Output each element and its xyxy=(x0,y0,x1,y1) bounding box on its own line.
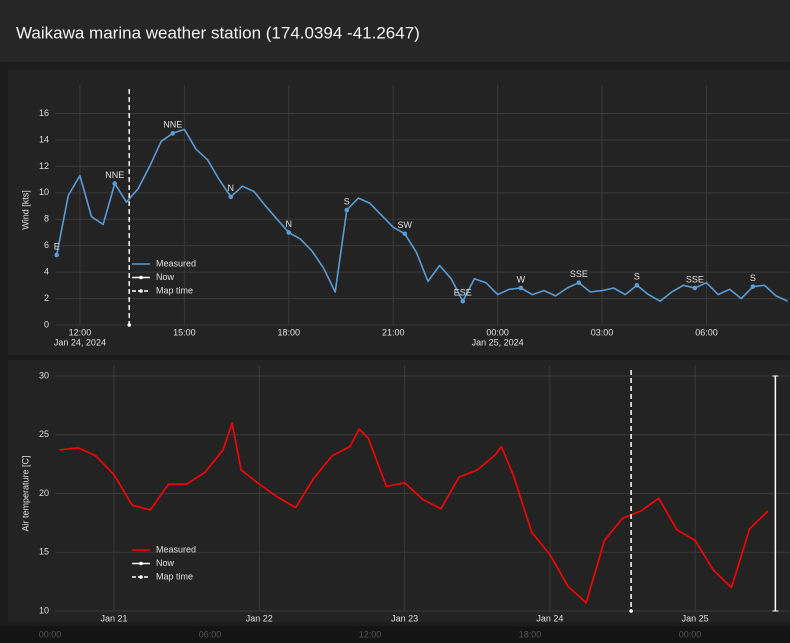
direction-label: SSE xyxy=(570,269,588,279)
legend-label: Measured xyxy=(156,258,196,268)
direction-label: S xyxy=(750,273,756,283)
direction-marker xyxy=(460,298,466,304)
x-tick-date: Jan 25, 2024 xyxy=(472,337,524,347)
direction-marker xyxy=(692,285,698,291)
direction-label: S xyxy=(634,272,640,282)
y-axis-title: Wind [kts] xyxy=(20,190,30,230)
header-bar xyxy=(0,0,790,62)
direction-marker xyxy=(286,230,292,235)
x-tick-label: Jan 23 xyxy=(391,613,418,623)
legend-label: Measured xyxy=(156,544,196,554)
y-tick-label: 10 xyxy=(39,605,49,615)
footer-tick: 00:00 xyxy=(679,629,702,639)
x-tick-label: 15:00 xyxy=(173,327,196,337)
direction-marker xyxy=(228,194,234,200)
direction-marker xyxy=(518,285,524,291)
footer-bar xyxy=(0,626,790,643)
footer-tick: 18:00 xyxy=(519,629,542,639)
direction-marker xyxy=(54,252,60,258)
x-tick-label: Jan 24 xyxy=(536,613,563,623)
y-tick-label: 10 xyxy=(39,187,49,197)
x-tick-label: 03:00 xyxy=(591,327,614,337)
direction-label: E xyxy=(54,241,60,251)
x-tick-label: 06:00 xyxy=(695,327,718,337)
footer-tick: 00:00 xyxy=(39,629,62,639)
data-line xyxy=(59,422,769,604)
y-tick-label: 2 xyxy=(44,293,49,303)
direction-marker xyxy=(112,181,118,186)
temperature-panel xyxy=(8,360,790,622)
legend-dot xyxy=(139,289,143,293)
y-tick-label: 14 xyxy=(39,134,49,144)
direction-marker xyxy=(344,207,350,213)
y-tick-label: 20 xyxy=(39,488,49,498)
direction-label: ESE xyxy=(454,288,472,298)
x-tick-label: Jan 21 xyxy=(101,613,128,623)
y-tick-label: 25 xyxy=(39,429,49,439)
direction-label: NNE xyxy=(105,170,124,180)
page-title: Waikawa marina weather station (174.0394… xyxy=(16,23,420,42)
direction-marker xyxy=(170,131,176,136)
direction-marker xyxy=(576,280,582,286)
x-tick-label: 21:00 xyxy=(382,327,405,337)
footer-tick: 12:00 xyxy=(359,629,382,639)
direction-marker xyxy=(634,283,640,288)
y-axis-title: Air temperature [C] xyxy=(20,455,30,531)
legend-label: Now xyxy=(156,272,175,282)
legend-dot xyxy=(139,575,143,579)
y-tick-label: 30 xyxy=(39,370,49,380)
map-time-marker xyxy=(127,323,132,327)
x-tick-label: 00:00 xyxy=(486,327,509,337)
x-tick-date: Jan 24, 2024 xyxy=(54,337,106,347)
direction-marker xyxy=(750,284,756,289)
x-tick-label: 12:00 xyxy=(69,327,92,337)
legend-label: Map time xyxy=(156,571,193,581)
y-tick-label: 16 xyxy=(39,108,49,118)
footer-tick: 06:00 xyxy=(199,629,222,639)
direction-label: SW xyxy=(398,220,413,230)
data-line xyxy=(55,128,789,302)
y-tick-label: 8 xyxy=(44,214,49,224)
direction-label: W xyxy=(517,274,526,284)
legend-dot xyxy=(139,275,143,280)
y-tick-label: 6 xyxy=(44,240,49,250)
y-tick-label: 12 xyxy=(39,161,49,171)
legend-dot xyxy=(139,561,143,566)
direction-label: N xyxy=(286,219,293,229)
wind-panel xyxy=(8,70,790,355)
direction-label: N xyxy=(228,183,235,193)
direction-marker xyxy=(402,231,408,237)
y-tick-label: 15 xyxy=(39,547,49,557)
direction-label: S xyxy=(344,196,350,206)
x-tick-label: Jan 22 xyxy=(246,613,273,623)
y-tick-label: 4 xyxy=(44,267,49,277)
legend-label: Now xyxy=(156,558,175,568)
y-tick-label: 0 xyxy=(44,319,49,329)
x-tick-label: Jan 25 xyxy=(682,613,709,623)
legend-label: Map time xyxy=(156,285,193,295)
x-tick-label: 18:00 xyxy=(278,327,301,337)
direction-label: NNE xyxy=(163,120,182,130)
map-time-marker xyxy=(629,609,633,613)
direction-label: SSE xyxy=(686,274,704,284)
